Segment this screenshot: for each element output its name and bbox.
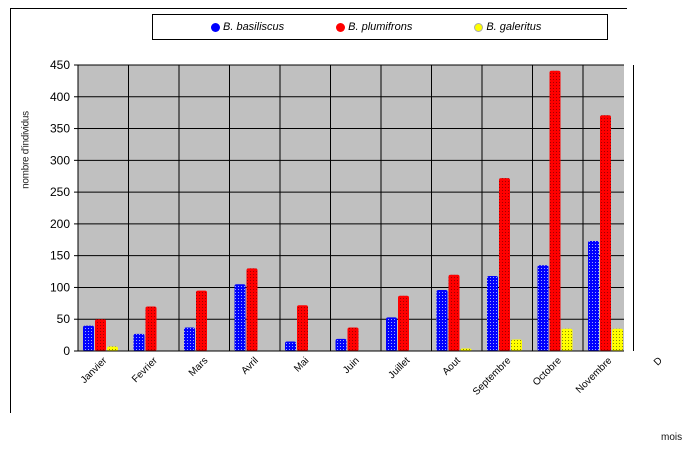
bar-bplumifrons-6: [398, 295, 409, 351]
y-tick-label: 100: [50, 280, 70, 294]
y-tick-label: 350: [50, 122, 70, 136]
legend-item-basiliscus: B. basiliscus: [211, 21, 284, 33]
legend: B. basiliscus B. plumifrons B. galeritus: [152, 14, 608, 40]
y-tick-label: 150: [50, 249, 70, 263]
legend-swatch-galeritus: [474, 22, 484, 32]
bar-bplumifrons-7: [448, 274, 460, 351]
y-tick-label: 250: [50, 185, 70, 199]
bar-bplumifrons-0: [95, 319, 106, 351]
x-tick-label: Aout: [441, 355, 463, 377]
bar-bbasiliscus-3: [234, 284, 246, 351]
bar-bgaleritus-10: [612, 328, 623, 351]
top-border: [10, 8, 627, 9]
bar-bgaleritus-0: [107, 346, 118, 351]
legend-item-galeritus: B. galeritus: [474, 21, 541, 33]
y-tick-label: 400: [50, 90, 70, 104]
bar-bbasiliscus-8: [487, 276, 498, 351]
x-tick-label: Janvier: [79, 355, 110, 386]
bar-bbasiliscus-0: [83, 325, 94, 351]
x-tick-label: Septembre: [471, 355, 514, 398]
y-tick-label: 200: [50, 217, 70, 231]
bar-bgaleritus-7: [460, 348, 472, 351]
legend-label-basiliscus: B. basiliscus: [223, 21, 285, 33]
bar-bbasiliscus-4: [285, 341, 296, 351]
bar-bplumifrons-9: [549, 70, 561, 351]
bar-bgaleritus-8: [511, 339, 522, 351]
x-tick-label: Juillet: [387, 355, 413, 381]
bar-bbasiliscus-1: [133, 333, 145, 351]
bar-bplumifrons-10: [600, 115, 611, 351]
bar-bbasiliscus-9: [537, 265, 549, 351]
x-tick-label: Mai: [292, 355, 311, 374]
bar-bplumifrons-3: [246, 268, 258, 351]
bar-bplumifrons-1: [145, 306, 157, 351]
bar-bbasiliscus-6: [386, 317, 397, 351]
x-tick-label: D: [652, 355, 665, 368]
bar-bplumifrons-2: [196, 290, 207, 351]
y-tick-label: 300: [50, 153, 70, 167]
bar-bbasiliscus-7: [436, 289, 448, 351]
bar-bplumifrons-5: [347, 327, 359, 351]
bar-bbasiliscus-10: [588, 241, 599, 351]
x-tick-label: Fevrier: [130, 355, 160, 385]
legend-item-plumifrons: B. plumifrons: [336, 21, 412, 33]
legend-label-galeritus: B. galeritus: [486, 21, 542, 33]
y-tick-label: 50: [57, 312, 71, 326]
bar-bbasiliscus-2: [184, 327, 195, 351]
x-tick-label: Novembre: [574, 355, 615, 396]
x-tick-label: Avril: [239, 355, 260, 376]
x-tick-label: Juin: [341, 355, 362, 376]
y-tick-label: 450: [50, 58, 70, 72]
x-tick-label: Mars: [187, 355, 211, 379]
bar-bbasiliscus-5: [335, 338, 347, 351]
legend-swatch-basiliscus: [211, 22, 220, 32]
x-tick-label: Octobre: [531, 355, 564, 388]
y-tick-label: 0: [63, 344, 70, 358]
legend-label-plumifrons: B. plumifrons: [348, 21, 413, 33]
bar-bplumifrons-4: [297, 305, 308, 351]
bar-bplumifrons-8: [499, 178, 510, 351]
left-border: [10, 8, 11, 413]
x-axis-title: mois: [661, 432, 683, 443]
legend-swatch-plumifrons: [336, 22, 346, 32]
bar-bgaleritus-9: [561, 328, 573, 351]
